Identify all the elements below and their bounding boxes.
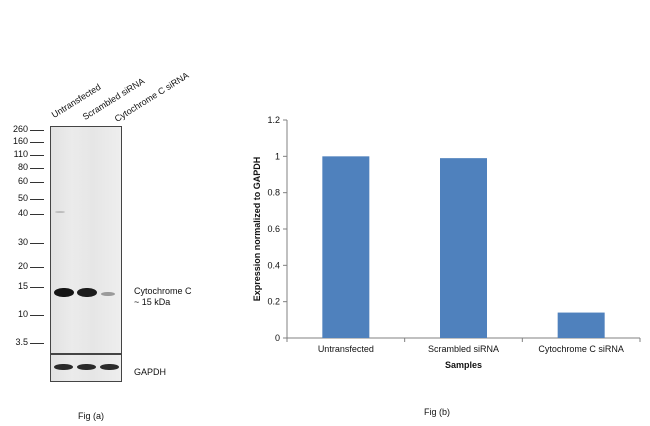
band-gapdh-untransfected — [54, 364, 73, 370]
y-tick-label: 1 — [275, 151, 280, 161]
y-axis-title: Expression normalized to GAPDH — [252, 157, 262, 302]
band-cytochrome-c-knockdown — [101, 292, 115, 296]
y-tick-label: 0 — [275, 333, 280, 343]
x-tick-label: Cytochrome C siRNA — [538, 344, 624, 354]
figure-a-caption: Fig (a) — [78, 411, 105, 421]
mw-marker-tick — [30, 267, 44, 268]
bar — [322, 156, 370, 338]
mw-marker-label: 50 — [17, 193, 28, 203]
mw-marker-label: 15 — [17, 281, 28, 291]
mw-marker-tick — [30, 343, 44, 344]
band-nonspecific — [55, 211, 65, 213]
bar — [557, 312, 605, 338]
mw-marker-label: 160 — [12, 136, 28, 146]
bar — [440, 158, 487, 338]
y-tick-label: 0.2 — [267, 297, 280, 307]
mw-marker-tick — [30, 315, 44, 316]
band-cytochrome-c-scrambled — [77, 288, 97, 297]
band-cytochrome-c-untransfected — [54, 288, 74, 297]
target-name: Cytochrome C — [134, 286, 192, 296]
mw-marker-label: 80 — [17, 162, 28, 172]
figure-b-caption: Fig (b) — [424, 407, 451, 417]
mw-marker-tick — [30, 214, 44, 215]
mw-marker-label: 30 — [17, 237, 28, 247]
mw-marker-label: 20 — [17, 261, 28, 271]
y-tick-label: 1.2 — [267, 115, 280, 125]
mw-marker-tick — [30, 155, 44, 156]
gapdh-blot-membrane — [50, 354, 122, 382]
mw-marker-label: 10 — [17, 309, 28, 319]
loading-control-label: GAPDH — [134, 367, 167, 377]
target-label: Cytochrome C ~ 15 kDa — [134, 286, 192, 308]
mw-marker-label: 110 — [13, 149, 28, 159]
x-tick-label: Scrambled siRNA — [428, 344, 499, 354]
band-gapdh-cytochrome-c-sirna — [100, 364, 119, 370]
mw-marker-tick — [30, 168, 44, 169]
mw-marker-tick — [30, 287, 44, 288]
mw-marker-tick — [30, 130, 44, 131]
target-size: ~ 15 kDa — [134, 297, 171, 307]
mw-marker-tick — [30, 142, 44, 143]
mw-marker-tick — [30, 199, 44, 200]
mw-marker-tick — [30, 243, 44, 244]
mw-marker-label: 40 — [17, 208, 28, 218]
y-tick-label: 0.8 — [267, 188, 280, 198]
mw-marker-label: 60 — [17, 176, 28, 186]
mw-marker-tick — [30, 182, 44, 183]
mw-marker-label: 3.5 — [15, 337, 28, 347]
y-tick-label: 0.6 — [267, 224, 280, 234]
x-tick-label: Untransfected — [318, 344, 374, 354]
x-axis-title: Samples — [445, 360, 482, 370]
y-tick-label: 0.4 — [267, 260, 280, 270]
mw-marker-label: 260 — [12, 124, 28, 134]
band-gapdh-scrambled — [77, 364, 96, 370]
blot-membrane — [50, 126, 122, 354]
